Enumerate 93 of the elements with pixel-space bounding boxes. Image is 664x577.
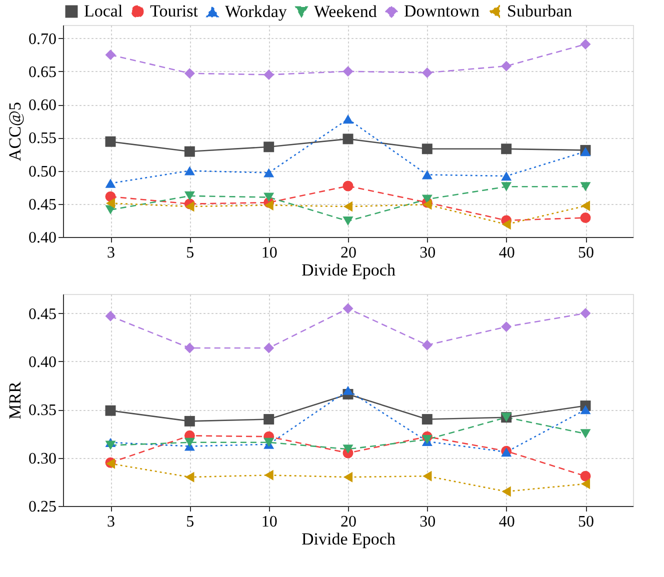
legend-label: Tourist: [150, 2, 198, 21]
point: [264, 470, 274, 480]
point: [342, 216, 354, 226]
x-tick-label: 40: [498, 244, 515, 262]
x-tick-label: 3: [107, 244, 115, 262]
y-tick-label: 0.30: [28, 450, 56, 468]
y-tick-label: 0.35: [28, 402, 56, 420]
y-tick-label: 0.65: [28, 64, 56, 81]
point: [580, 200, 590, 212]
point: [105, 310, 116, 322]
point: [342, 134, 354, 144]
point: [580, 308, 591, 319]
point: [105, 178, 116, 188]
point: [342, 114, 354, 124]
point: [343, 472, 353, 482]
x-axis-title: Divide Epoch: [302, 530, 396, 548]
y-tick-label: 0.40: [28, 354, 56, 371]
x-tick-label: 5: [186, 514, 194, 530]
point: [580, 405, 591, 414]
y-tick-label: 0.25: [28, 498, 56, 516]
point: [264, 69, 274, 80]
point: [422, 470, 432, 482]
y-tick-label: 0.50: [28, 163, 56, 180]
point: [422, 194, 432, 204]
point: [264, 142, 274, 152]
y-axis-title: ACC@5: [6, 102, 24, 162]
point: [184, 438, 195, 447]
point: [580, 182, 591, 192]
point: [184, 68, 195, 79]
point: [580, 429, 591, 438]
point: [185, 472, 194, 482]
point: [264, 342, 274, 354]
x-tick-label: 10: [261, 514, 278, 530]
x-tick-label: 30: [420, 514, 436, 530]
point: [105, 405, 116, 416]
x-tick-label: 50: [578, 514, 594, 530]
y-tick-label: 0.45: [28, 306, 56, 323]
point: [343, 201, 353, 212]
point: [264, 192, 274, 202]
point: [106, 198, 116, 208]
y-tick-label: 0.45: [28, 196, 56, 214]
point: [422, 144, 432, 154]
point: [105, 440, 116, 450]
point: [185, 201, 194, 212]
point: [580, 470, 591, 482]
legend-label: Local: [84, 2, 123, 21]
point: [502, 219, 511, 230]
x-tick-label: 10: [261, 244, 278, 262]
point: [580, 212, 591, 224]
point: [342, 444, 354, 454]
legend-label: Weekend: [314, 2, 378, 21]
point: [264, 200, 274, 210]
x-axis-title: Divide Epoch: [302, 260, 396, 280]
point: [184, 416, 195, 426]
point: [184, 342, 195, 354]
y-tick-label: 0.70: [28, 30, 56, 48]
point: [422, 67, 432, 78]
y-tick-label: 0.60: [28, 97, 56, 114]
point: [580, 38, 591, 50]
point: [264, 168, 274, 178]
point: [184, 166, 195, 176]
x-tick-label: 5: [186, 244, 194, 262]
point: [105, 136, 116, 147]
point: [501, 60, 512, 72]
point: [342, 386, 354, 395]
point: [422, 170, 432, 180]
x-tick-label: 20: [340, 514, 356, 530]
x-tick-label: 3: [107, 514, 115, 530]
y-tick-label: 0.40: [28, 230, 56, 246]
point: [501, 172, 512, 181]
x-tick-label: 30: [420, 244, 436, 262]
point: [501, 322, 512, 332]
point: [422, 414, 432, 425]
point: [184, 191, 195, 200]
point: [422, 340, 432, 350]
point: [580, 478, 590, 490]
point: [501, 144, 512, 154]
point: [342, 303, 354, 314]
y-axis-title: MRR: [6, 380, 24, 420]
x-tick-label: 40: [498, 514, 515, 530]
legend-label: Downtown: [404, 2, 480, 21]
legend-label: Workday: [225, 2, 288, 21]
point: [342, 66, 354, 77]
point: [502, 486, 511, 497]
x-tick-label: 50: [578, 244, 594, 262]
point: [184, 146, 195, 157]
point: [105, 50, 116, 60]
y-tick-label: 0.55: [28, 130, 56, 148]
point: [264, 414, 274, 425]
point: [501, 182, 512, 192]
legend-label: Suburban: [507, 2, 573, 21]
x-tick-label: 20: [340, 244, 356, 262]
point: [342, 180, 354, 192]
